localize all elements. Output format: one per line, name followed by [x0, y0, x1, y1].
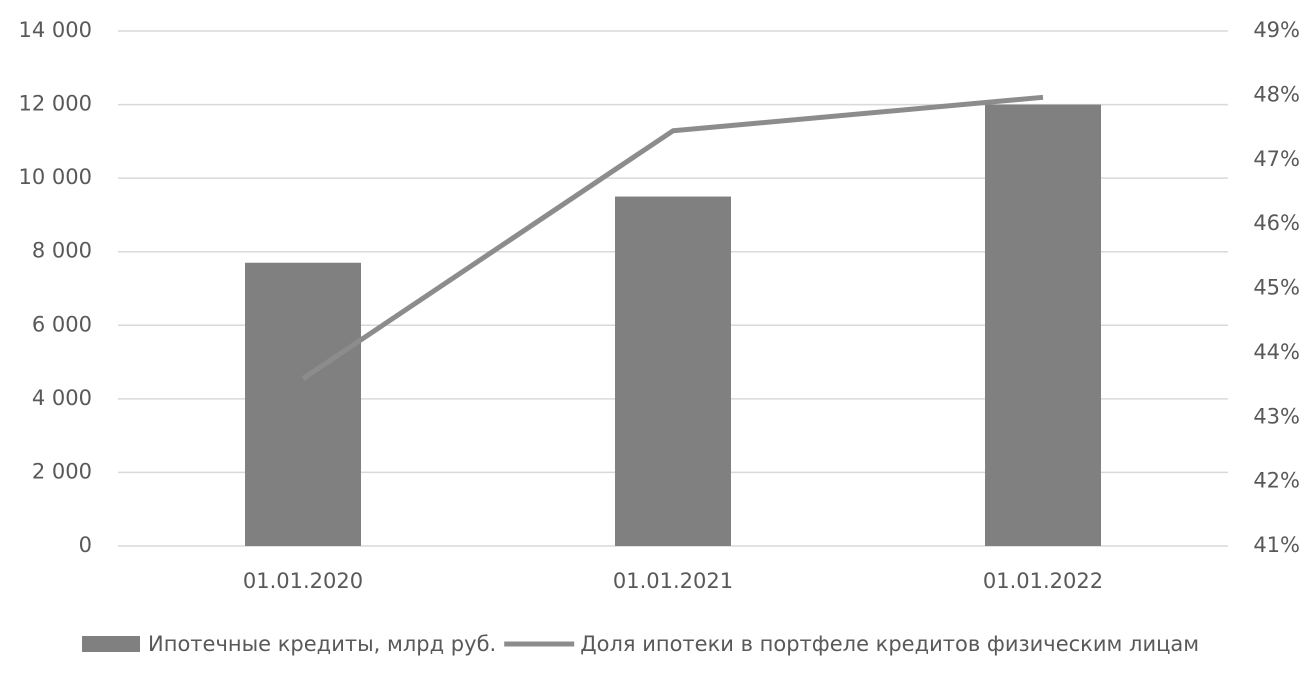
y2-tick-label: 41% — [1253, 533, 1300, 557]
y2-tick-label: 46% — [1253, 211, 1300, 235]
y2-tick-label: 44% — [1253, 340, 1300, 364]
y-tick-label: 2 000 — [32, 459, 92, 483]
x-tick-label: 01.01.2020 — [243, 569, 363, 593]
legend-label: Ипотечные кредиты, млрд руб. — [148, 632, 496, 656]
line — [301, 94, 1044, 381]
y2-tick-label: 49% — [1253, 18, 1300, 42]
y2-tick-label: 42% — [1253, 469, 1300, 493]
bar — [985, 104, 1101, 547]
y-tick-label: 8 000 — [32, 239, 92, 263]
x-tick-label: 01.01.2021 — [613, 569, 733, 593]
y-tick-label: 4 000 — [32, 386, 92, 410]
y2-tick-label: 47% — [1253, 147, 1300, 171]
legend-label: Доля ипотеки в портфеле кредитов физичес… — [580, 632, 1199, 656]
y2-tick-label: 48% — [1253, 82, 1300, 106]
x-tick-label: 01.01.2022 — [983, 569, 1103, 593]
legend-swatch — [82, 636, 140, 652]
y-tick-label: 14 000 — [19, 18, 92, 42]
y2-tick-label: 43% — [1253, 404, 1300, 428]
y-tick-label: 10 000 — [19, 165, 92, 189]
bar — [245, 262, 361, 546]
y-tick-label: 6 000 — [32, 312, 92, 336]
y2-tick-label: 45% — [1253, 276, 1300, 300]
y-tick-label: 12 000 — [19, 92, 92, 116]
bar — [615, 196, 731, 547]
y-tick-label: 0 — [79, 533, 92, 557]
